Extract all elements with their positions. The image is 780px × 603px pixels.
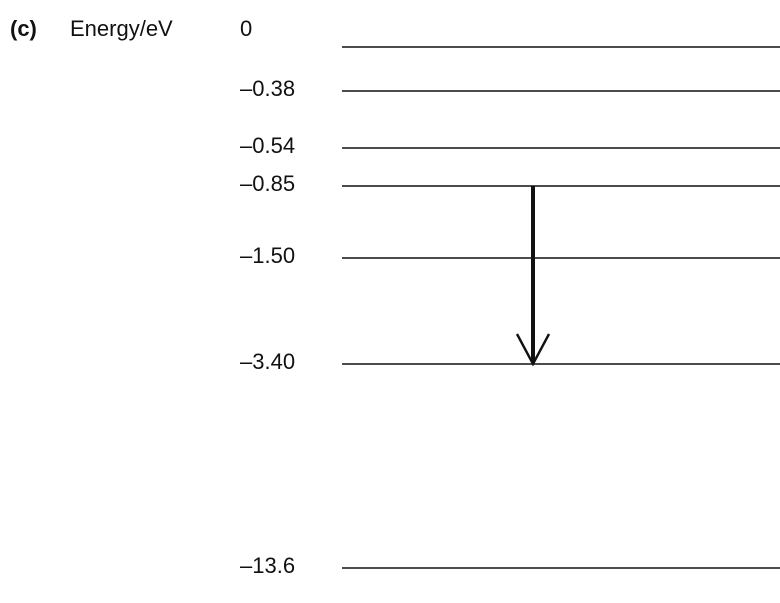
axis-title: Energy/eV xyxy=(70,16,173,41)
energy-level-label: –1.50 xyxy=(240,243,296,268)
energy-level-label: –13.6 xyxy=(240,553,296,578)
energy-level-label: –0.54 xyxy=(240,133,296,158)
energy-level-label: 0 xyxy=(240,16,253,41)
level-lines xyxy=(342,46,780,569)
part-label: (c) xyxy=(10,16,37,41)
transition-arrow xyxy=(515,186,551,367)
energy-level-label: –0.38 xyxy=(240,76,296,101)
energy-level-label: –0.85 xyxy=(240,171,296,196)
arrow-head xyxy=(515,333,551,367)
energy-level-label: –3.40 xyxy=(240,349,296,374)
